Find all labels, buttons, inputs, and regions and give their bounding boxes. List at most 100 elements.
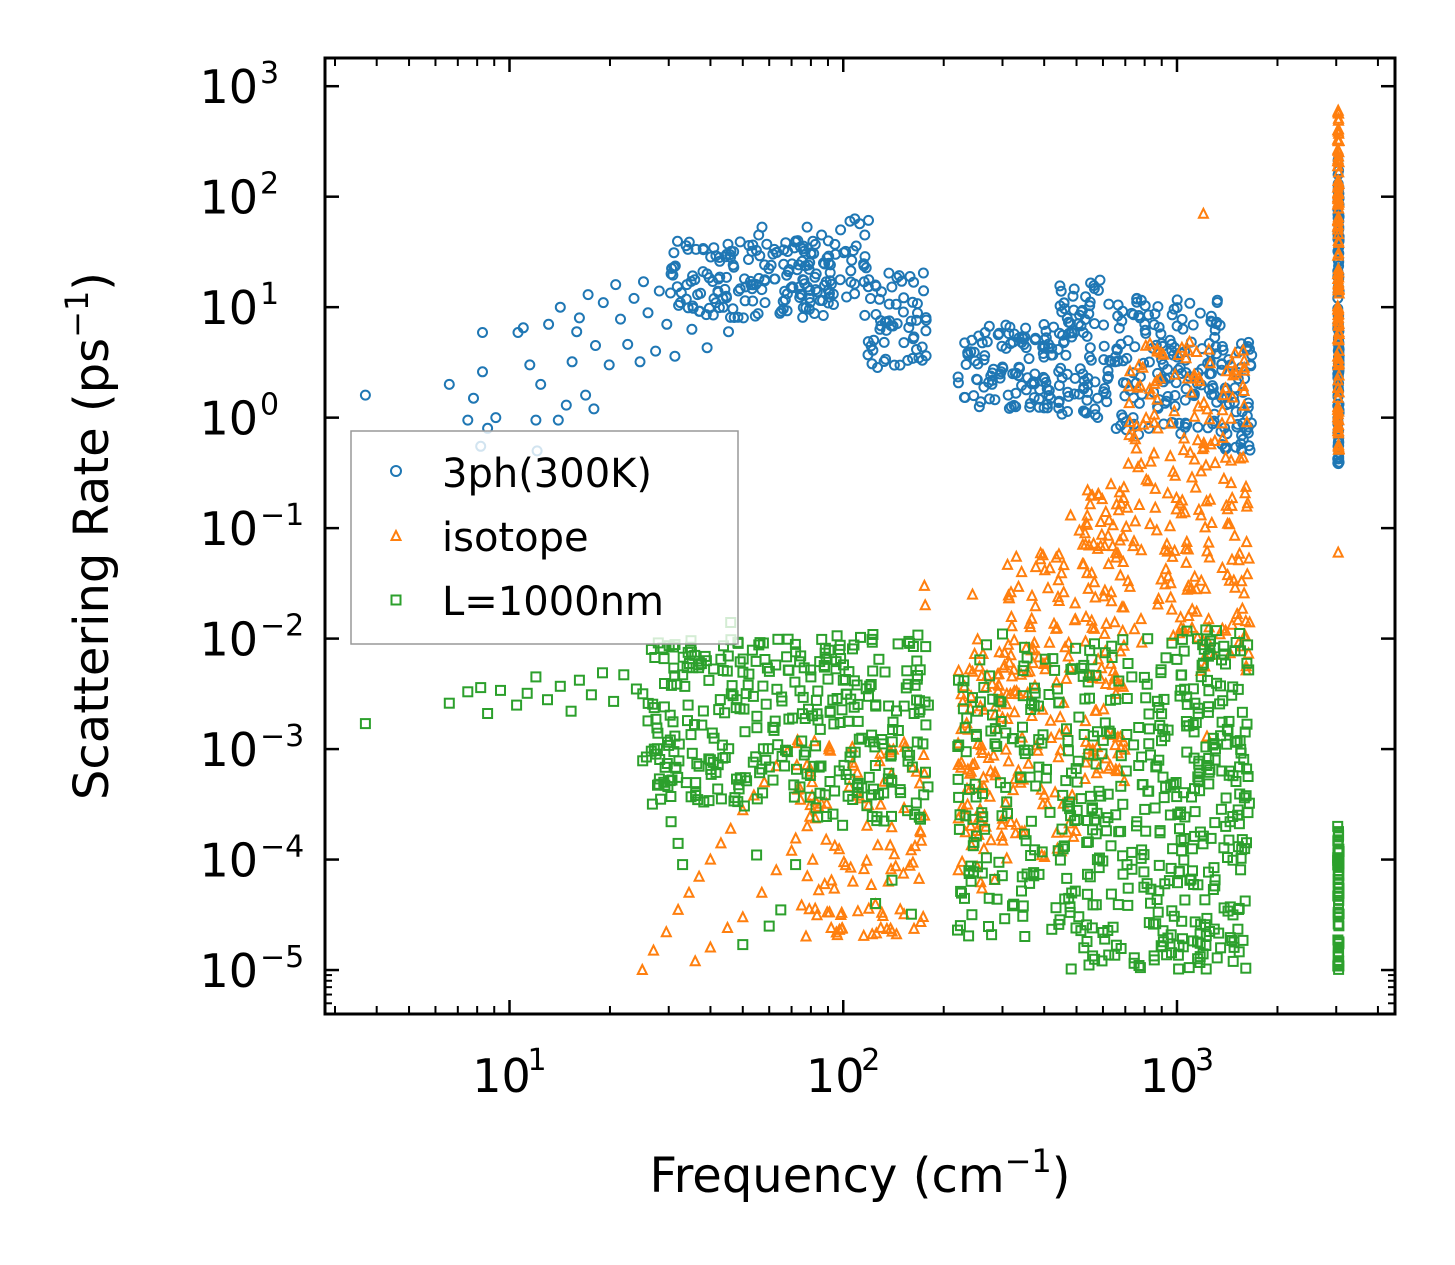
data-point [1022, 756, 1035, 769]
data-point [897, 306, 909, 318]
data-point [1332, 438, 1345, 452]
data-point [1002, 637, 1015, 650]
data-point [747, 279, 759, 291]
data-point [798, 749, 810, 761]
data-point [1128, 739, 1140, 751]
data-point [1240, 962, 1252, 974]
data-point [1077, 327, 1089, 339]
data-point [972, 705, 983, 717]
data-point [682, 646, 694, 658]
data-point [752, 308, 764, 320]
data-point [984, 832, 998, 846]
data-point [1082, 676, 1094, 688]
data-point [686, 323, 698, 335]
data-point [1102, 556, 1115, 570]
data-point [791, 763, 802, 775]
data-point [1193, 775, 1205, 787]
data-point [907, 352, 919, 364]
data-point [1023, 353, 1035, 365]
data-point [1029, 559, 1042, 573]
data-point [1140, 472, 1153, 485]
data-point [475, 682, 487, 694]
data-point [670, 762, 682, 774]
data-point [1060, 671, 1073, 684]
data-point [1088, 280, 1100, 292]
data-point [920, 766, 931, 778]
data-point [665, 791, 677, 802]
data-point [1203, 650, 1214, 662]
data-point [1147, 446, 1161, 459]
data-point [1096, 955, 1108, 967]
data-point [1203, 550, 1216, 563]
data-point [1180, 555, 1193, 568]
data-point [1081, 888, 1093, 900]
data-point [1332, 282, 1346, 295]
data-point [737, 666, 749, 678]
data-point [566, 356, 578, 368]
data-point [817, 295, 828, 306]
data-point [1117, 634, 1129, 646]
data-point [845, 746, 857, 758]
data-point [961, 797, 974, 810]
data-point [1164, 575, 1177, 589]
data-point [888, 359, 900, 371]
data-point [1106, 538, 1119, 552]
data-point [1123, 427, 1136, 441]
data-point [1211, 952, 1223, 964]
data-point [1332, 908, 1344, 920]
data-point [1179, 894, 1191, 906]
data-point [833, 922, 846, 935]
data-point [1020, 835, 1032, 847]
data-point [834, 639, 846, 651]
data-point [1005, 401, 1017, 413]
data-point [1062, 635, 1075, 648]
data-point [1083, 959, 1095, 971]
data-point [1158, 792, 1170, 804]
data-point [1144, 454, 1157, 467]
data-point [816, 633, 828, 645]
data-point [714, 694, 726, 706]
data-point [565, 705, 577, 717]
data-point [964, 783, 975, 795]
data-point [1098, 354, 1110, 366]
data-point [781, 651, 793, 663]
data-point [1154, 825, 1166, 837]
data-point [987, 709, 998, 721]
data-point [1117, 554, 1130, 567]
data-point [588, 403, 600, 415]
data-point [797, 302, 809, 314]
data-point [1062, 649, 1075, 662]
data-point [1139, 338, 1152, 351]
data-point [655, 793, 667, 805]
data-point [952, 757, 965, 770]
data-point [659, 678, 670, 689]
data-point [1003, 655, 1016, 668]
data-point [1111, 746, 1125, 759]
data-point [770, 863, 783, 876]
data-point [1016, 885, 1027, 897]
data-point [1030, 780, 1042, 792]
data-point [959, 825, 972, 838]
data-point [1036, 737, 1048, 749]
data-point [1117, 868, 1129, 880]
data-point [682, 885, 696, 898]
data-point [913, 823, 927, 836]
data-point [671, 902, 685, 915]
data-point [1225, 617, 1239, 630]
data-point [1133, 497, 1146, 510]
data-point [1164, 448, 1177, 462]
x-tick-labels: 101 102 103 [472, 1043, 1214, 1103]
data-point [1242, 646, 1255, 659]
data-point [663, 739, 675, 751]
data-point [1138, 849, 1150, 861]
data-point [1193, 758, 1205, 770]
data-point [959, 392, 971, 403]
data-point [797, 691, 809, 703]
data-point [1112, 310, 1124, 322]
data-point [749, 310, 761, 322]
data-point [1166, 905, 1178, 917]
data-point [840, 688, 852, 700]
data-point [870, 280, 882, 292]
data-point [1243, 336, 1255, 348]
data-point [1043, 385, 1055, 396]
